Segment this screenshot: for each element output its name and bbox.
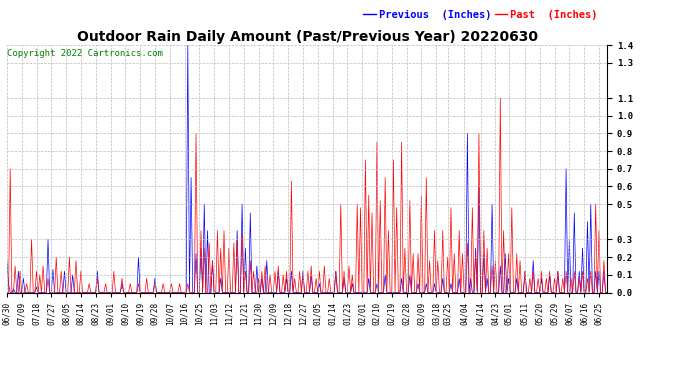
Legend: Previous  (Inches), Past  (Inches): Previous (Inches), Past (Inches) xyxy=(359,6,602,24)
Title: Outdoor Rain Daily Amount (Past/Previous Year) 20220630: Outdoor Rain Daily Amount (Past/Previous… xyxy=(77,30,538,44)
Text: Copyright 2022 Cartronics.com: Copyright 2022 Cartronics.com xyxy=(7,49,163,58)
